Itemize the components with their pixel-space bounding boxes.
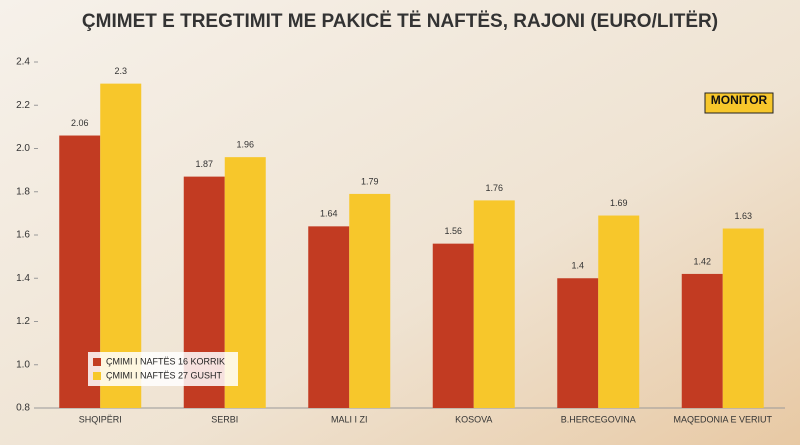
y-tick-label: 1.6 — [16, 230, 30, 241]
logo: MONITOR — [711, 93, 768, 107]
y-tick-label: 2.4 — [16, 57, 30, 68]
value-label: 1.76 — [485, 183, 503, 193]
x-tick-label: SHQIPËRI — [79, 414, 122, 424]
value-label: 1.64 — [320, 209, 338, 219]
value-label: 1.63 — [734, 211, 752, 221]
bar — [308, 226, 350, 408]
bar — [473, 200, 515, 408]
x-tick-label: KOSOVA — [455, 414, 492, 424]
bar — [432, 243, 474, 408]
y-tick-label: 2.2 — [16, 100, 30, 111]
x-tick-label: B.HERCEGOVINA — [561, 414, 636, 424]
legend-label: ÇMIMI I NAFTËS 16 KORRIK — [106, 356, 225, 366]
bar — [349, 193, 391, 408]
value-label: 1.4 — [571, 261, 584, 271]
bar — [598, 215, 640, 408]
y-tick-label: 1.4 — [16, 273, 30, 284]
bar — [557, 278, 599, 408]
chart-title: ÇMIMET E TREGTIMIT ME PAKICË TË NAFTËS, … — [82, 11, 718, 32]
x-tick-label: MALI I ZI — [331, 414, 368, 424]
legend-swatch — [93, 358, 101, 366]
bar — [722, 228, 764, 408]
value-label: 2.3 — [114, 66, 127, 76]
value-label: 1.96 — [236, 140, 254, 150]
x-tick-label: SERBI — [211, 414, 238, 424]
y-tick-label: 1.8 — [16, 186, 30, 197]
y-tick-label: 1.2 — [16, 316, 30, 327]
bar — [681, 273, 723, 408]
value-label: 1.56 — [444, 226, 462, 236]
value-label: 1.69 — [610, 198, 628, 208]
value-label: 1.87 — [195, 159, 213, 169]
y-tick-label: 2.0 — [16, 143, 30, 154]
legend-swatch — [93, 372, 101, 380]
x-tick-label: MAQEDONIA E VERIUT — [673, 414, 772, 424]
legend-box — [88, 352, 238, 386]
legend-label: ÇMIMI I NAFTËS 27 GUSHT — [106, 370, 223, 380]
logo-box — [704, 92, 774, 114]
y-tick-label: 1.0 — [16, 359, 30, 370]
y-tick-label: 0.8 — [16, 403, 30, 414]
value-label: 2.06 — [71, 118, 89, 128]
value-label: 1.79 — [361, 176, 379, 186]
value-label: 1.42 — [693, 256, 711, 266]
